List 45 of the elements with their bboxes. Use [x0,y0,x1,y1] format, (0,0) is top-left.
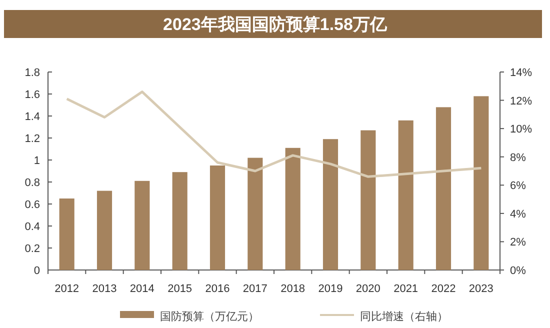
bar [172,172,188,270]
bar [398,120,414,270]
x-tick-label: 2022 [431,283,456,295]
chart-title: 2023年我国国防预算1.58万亿 [163,15,388,34]
y2-tick-label: 0% [510,265,526,277]
x-tick-label: 2012 [54,283,80,295]
x-tick-label: 2023 [468,283,494,295]
y2-tick-label: 12% [510,95,532,108]
y-tick-label: 1.4 [24,111,40,123]
bar [210,166,226,270]
y-tick-label: 1.2 [24,133,40,145]
x-tick-label: 2015 [168,283,192,295]
bar [360,130,376,270]
y-tick-label: 0.2 [24,243,40,255]
x-tick-label: 2020 [356,283,380,295]
y2-tick-label: 2% [510,236,526,249]
y-tick-label: 0 [34,265,40,277]
bar [96,190,112,270]
bar [59,198,74,270]
y-tick-label: 0.6 [24,199,40,211]
y2-tick-label: 8% [510,152,526,164]
bar [285,148,300,270]
y-tick-label: 1 [34,155,40,167]
x-tick-label: 2018 [280,283,306,295]
y-tick-label: 0.4 [24,221,40,233]
bar [474,96,489,270]
x-tick-label: 2019 [318,283,343,295]
x-tick-label: 2021 [394,283,418,295]
y2-tick-label: 14% [510,67,532,79]
bar [134,180,150,270]
y-tick-label: 1.6 [24,89,40,101]
y2-tick-label: 6% [510,180,526,192]
bar [248,158,263,270]
y2-tick-label: 10% [510,124,532,136]
bar [436,107,452,270]
x-tick-label: 2013 [92,283,117,295]
x-tick-label: 2014 [130,283,154,295]
legend-label: 同比增速（右轴） [360,310,448,323]
x-tick-label: 2016 [205,283,230,295]
x-tick-label: 2017 [242,283,268,295]
bar [322,139,338,270]
legend-label: 国防预算（万亿元） [160,310,259,323]
y-tick-label: 0.8 [24,177,40,189]
y2-tick-label: 4% [510,208,526,220]
y-tick-label: 1.8 [24,67,40,79]
